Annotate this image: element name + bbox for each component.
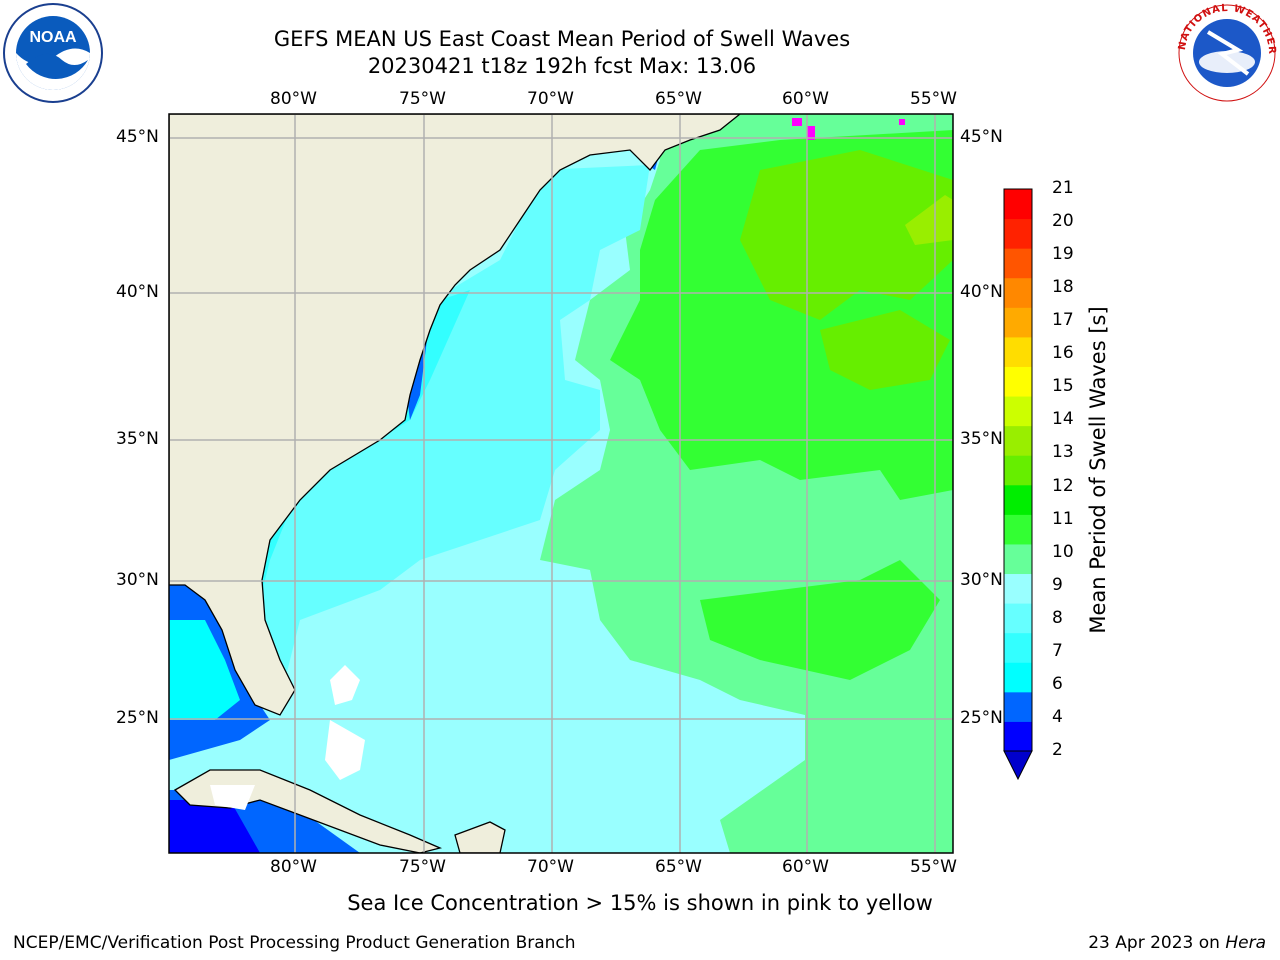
lon-label-bottom: 70°W <box>527 857 574 877</box>
lat-label-right: 30°N <box>960 570 1003 590</box>
swell-10-11-region-south <box>700 560 940 680</box>
graticule <box>169 114 953 853</box>
colorbar-tick-label: 18 <box>1052 277 1074 298</box>
lon-label-top: 70°W <box>527 89 574 109</box>
colorbar-segment <box>1004 307 1032 338</box>
lon-label-top: 55°W <box>910 89 957 109</box>
sea-ice-note: Sea Ice Concentration > 15% is shown in … <box>347 891 933 915</box>
map-frame <box>168 113 954 854</box>
sea-ice-mark <box>792 118 802 126</box>
lon-label-top: 65°W <box>655 89 702 109</box>
sea-ice-mark <box>807 126 815 140</box>
colorbar-segment <box>1004 189 1032 220</box>
colorbar-tick-label: 9 <box>1052 574 1063 595</box>
colorbar-tick-label: 8 <box>1052 607 1063 628</box>
colorbar-tick-label: 14 <box>1052 409 1074 430</box>
lon-label-bottom: 80°W <box>270 857 317 877</box>
swell-12-13-patch <box>905 195 953 245</box>
lon-label-bottom: 65°W <box>655 857 702 877</box>
bahamas-bank-south <box>325 720 365 780</box>
colorbar-segment <box>1004 721 1032 752</box>
noaa-logo-text: NOAA <box>29 29 77 46</box>
lon-label-top: 80°W <box>270 89 317 109</box>
colorbar-segment <box>1004 691 1032 722</box>
colorbar-segment <box>1004 425 1032 456</box>
lon-label-top: 60°W <box>782 89 829 109</box>
colorbar-segment <box>1004 396 1032 427</box>
colorbar-tick-label: 21 <box>1052 178 1074 198</box>
colorbar-tick-label: 12 <box>1052 475 1074 496</box>
colorbar <box>1003 188 1033 781</box>
lon-label-bottom: 60°W <box>782 857 829 877</box>
noaa-logo: NOAA <box>3 3 103 103</box>
swell-11-12-patch <box>820 310 950 390</box>
lat-label-right: 25°N <box>960 708 1003 728</box>
colorbar-tick-label: 11 <box>1052 508 1074 529</box>
colorbar-segment <box>1004 277 1032 308</box>
colorbar-title: Mean Period of Swell Waves [s] <box>1086 306 1110 634</box>
colorbar-tick-label: 10 <box>1052 541 1074 562</box>
bahamas-bank <box>330 665 360 705</box>
colorbar-tick-label: 16 <box>1052 343 1074 364</box>
colorbar-extend-arrow <box>1003 750 1033 781</box>
colorbar-tick-label: 15 <box>1052 376 1074 397</box>
lat-label-left: 45°N <box>116 127 159 147</box>
lon-label-bottom: 75°W <box>399 857 446 877</box>
colorbar-tick-label: 19 <box>1052 244 1074 265</box>
colorbar-segment <box>1004 632 1032 663</box>
colorbar-tick-label: 7 <box>1052 640 1063 661</box>
colorbar-segment <box>1004 218 1032 249</box>
lat-label-left: 35°N <box>116 429 159 449</box>
lon-label-top: 75°W <box>399 89 446 109</box>
colorbar-segment <box>1004 514 1032 545</box>
chart-subtitle: 20230421 t18z 192h fcst Max: 13.06 <box>367 54 757 78</box>
lat-label-left: 40°N <box>116 282 159 302</box>
colorbar-tick-label: 13 <box>1052 442 1074 463</box>
nws-logo: NATIONAL WEATHER SERVICE <box>1176 2 1276 102</box>
footer-date-text: 23 Apr 2023 on <box>1088 933 1226 953</box>
cuba-bank <box>210 785 255 810</box>
colorbar-segment <box>1004 573 1032 604</box>
colorbar-segment <box>1004 366 1032 397</box>
colorbar-tick-label: 2 <box>1052 740 1063 760</box>
colorbar-segment <box>1004 336 1032 367</box>
north-america-land <box>169 114 742 716</box>
colorbar-segment <box>1004 543 1032 575</box>
caribbean-2-4-region <box>169 800 260 853</box>
swell-11-12-region <box>740 150 953 320</box>
lat-label-left: 25°N <box>116 708 159 728</box>
sea-ice-mark <box>899 119 905 125</box>
chart-title: GEFS MEAN US East Coast Mean Period of S… <box>273 27 851 51</box>
colorbar-tick-label: 4 <box>1052 706 1063 727</box>
footer-machine: Hera <box>1225 933 1266 953</box>
lat-label-right: 35°N <box>960 429 1003 449</box>
hispaniola-land <box>454 821 506 853</box>
colorbar-tick-label: 6 <box>1052 673 1063 694</box>
lon-label-bottom: 55°W <box>910 857 957 877</box>
lat-label-right: 40°N <box>960 282 1003 302</box>
footer-credit: NCEP/EMC/Verification Post Processing Pr… <box>13 933 576 953</box>
colorbar-segment <box>1004 484 1032 515</box>
colorbar-frame <box>1003 188 1033 752</box>
colorbar-segment <box>1004 248 1032 279</box>
colorbar-segment <box>1004 455 1032 486</box>
lat-label-left: 30°N <box>116 570 159 590</box>
colorbar-tick-label: 20 <box>1052 211 1074 232</box>
gulf-6-7-region <box>169 620 240 720</box>
colorbar-tick-label: 17 <box>1052 310 1074 331</box>
lat-label-right: 45°N <box>960 127 1003 147</box>
colorbar-segment <box>1004 603 1032 634</box>
colorbar-segment <box>1004 662 1032 693</box>
footer-date: 23 Apr 2023 on Hera <box>1088 933 1266 953</box>
